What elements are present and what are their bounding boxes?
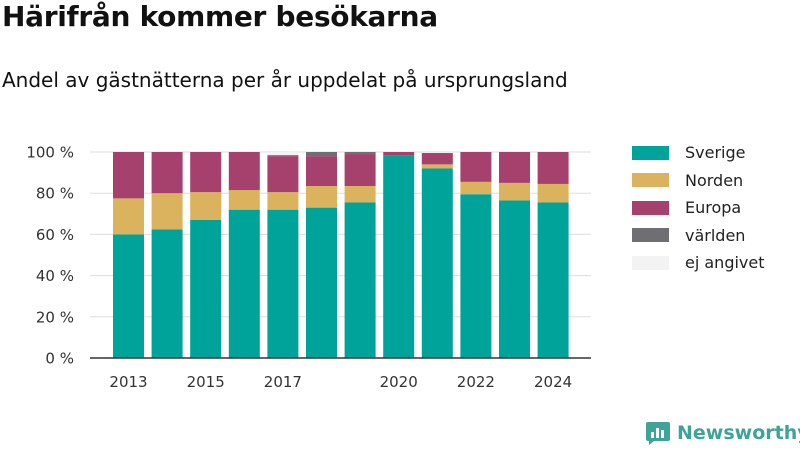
bar-segment-världen-2019: [344, 152, 376, 155]
bar-segment-europa-2014: [151, 152, 183, 194]
bar-segment-sverige-2020: [383, 155, 415, 358]
x-tick-label: 2013: [109, 373, 147, 391]
x-tick-label: 2020: [380, 373, 418, 391]
bar-segment-ej-angivet-2017: [267, 152, 299, 156]
bar-segment-europa-2015: [190, 152, 222, 193]
bar-segment-sverige-2017: [267, 209, 299, 358]
bar-segment-norden-2017: [267, 192, 299, 210]
bar-segment-norden-2016: [228, 190, 260, 210]
legend-label-ej-angivet: ej angivet: [685, 253, 765, 273]
brand-name: Newsworthy: [677, 422, 800, 444]
legend-label-sverige: Sverige: [685, 143, 746, 163]
chart-subtitle: Andel av gästnätterna per år uppdelat på…: [2, 68, 568, 92]
x-tick-label: 2024: [534, 373, 572, 391]
legend-swatch-norden: [632, 173, 669, 188]
y-tick-label: 0 %: [45, 350, 74, 368]
brand-logo: Newsworthy: [645, 420, 800, 446]
legend-swatch-ej-angivet: [632, 255, 669, 270]
y-tick-label: 20 %: [36, 308, 74, 326]
legend-item-ej-angivet: ej angivet: [632, 249, 765, 277]
bar-segment-världen-2017: [267, 155, 299, 157]
bar-segment-europa-2019: [344, 154, 376, 186]
bar-segment-norden-2019: [344, 185, 376, 203]
bar-segment-norden-2014: [151, 193, 183, 230]
bar-segment-världen-2018: [306, 152, 337, 157]
bar-segment-sverige-2022: [460, 194, 492, 358]
legend-item-varlden: världen: [632, 222, 765, 250]
bar-segment-sverige-2019: [344, 202, 376, 358]
legend-label-varlden: världen: [685, 225, 746, 245]
legend-swatch-europa: [632, 200, 669, 215]
bar-segment-sverige-2014: [151, 229, 183, 358]
legend-label-norden: Norden: [685, 170, 744, 190]
y-tick-label: 40 %: [36, 267, 74, 285]
legend-item-norden: Norden: [632, 167, 765, 195]
bar-segment-europa-2013: [113, 152, 144, 199]
bar-segment-europa-2018: [306, 156, 337, 186]
bar-segment-sverige-2013: [113, 234, 144, 358]
legend-swatch-sverige: [632, 145, 669, 160]
legend-item-sverige: Sverige: [632, 139, 765, 167]
x-tick-label: 2022: [457, 373, 495, 391]
bar-segment-norden-2023: [499, 182, 530, 201]
legend-swatch-varlden: [632, 228, 669, 243]
bar-segment-norden-2013: [113, 198, 144, 235]
bar-segment-sverige-2021: [421, 168, 453, 358]
x-tick-label: 2015: [187, 373, 225, 391]
bar-segment-europa-2021: [421, 153, 453, 165]
bar-segment-sverige-2023: [499, 200, 530, 358]
bar-segment-europa-2024: [537, 152, 569, 184]
bar-segment-europa-2020: [383, 152, 415, 156]
bar-segment-sverige-2016: [228, 209, 260, 358]
bar-segment-europa-2022: [460, 152, 492, 182]
y-tick-label: 80 %: [36, 185, 74, 203]
bar-segment-europa-2023: [499, 152, 530, 183]
chart-legend: Sverige Norden Europa världen ej angivet: [632, 139, 765, 277]
bar-segment-sverige-2015: [190, 219, 222, 358]
x-tick-label: 2017: [264, 373, 302, 391]
bar-segment-sverige-2018: [306, 207, 337, 358]
bar-segment-europa-2016: [228, 152, 260, 191]
bar-segment-sverige-2024: [537, 202, 569, 358]
bar-segment-norden-2024: [537, 183, 569, 203]
legend-item-europa: Europa: [632, 194, 765, 222]
bar-segment-norden-2018: [306, 185, 337, 208]
chart-title: Härifrån kommer besökarna: [2, 0, 438, 33]
legend-label-europa: Europa: [685, 198, 742, 218]
bar-segment-europa-2017: [267, 156, 299, 193]
y-tick-label: 60 %: [36, 226, 74, 244]
bar-segment-norden-2021: [421, 164, 453, 169]
newsworthy-logo-icon: [646, 422, 670, 445]
bar-segment-norden-2022: [460, 181, 492, 195]
y-tick-label: 100 %: [26, 144, 74, 162]
bar-segment-norden-2015: [190, 192, 222, 220]
